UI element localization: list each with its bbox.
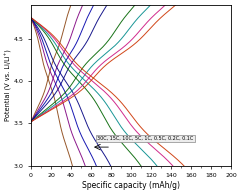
Text: 30C, 15C, 10C, 5C, 1C, 0.5C, 0.2C, 0.1C: 30C, 15C, 10C, 5C, 1C, 0.5C, 0.2C, 0.1C <box>97 136 193 141</box>
Y-axis label: Potential (V vs. Li/Li⁺): Potential (V vs. Li/Li⁺) <box>5 49 12 121</box>
X-axis label: Specific capacity (mAh/g): Specific capacity (mAh/g) <box>82 181 180 190</box>
